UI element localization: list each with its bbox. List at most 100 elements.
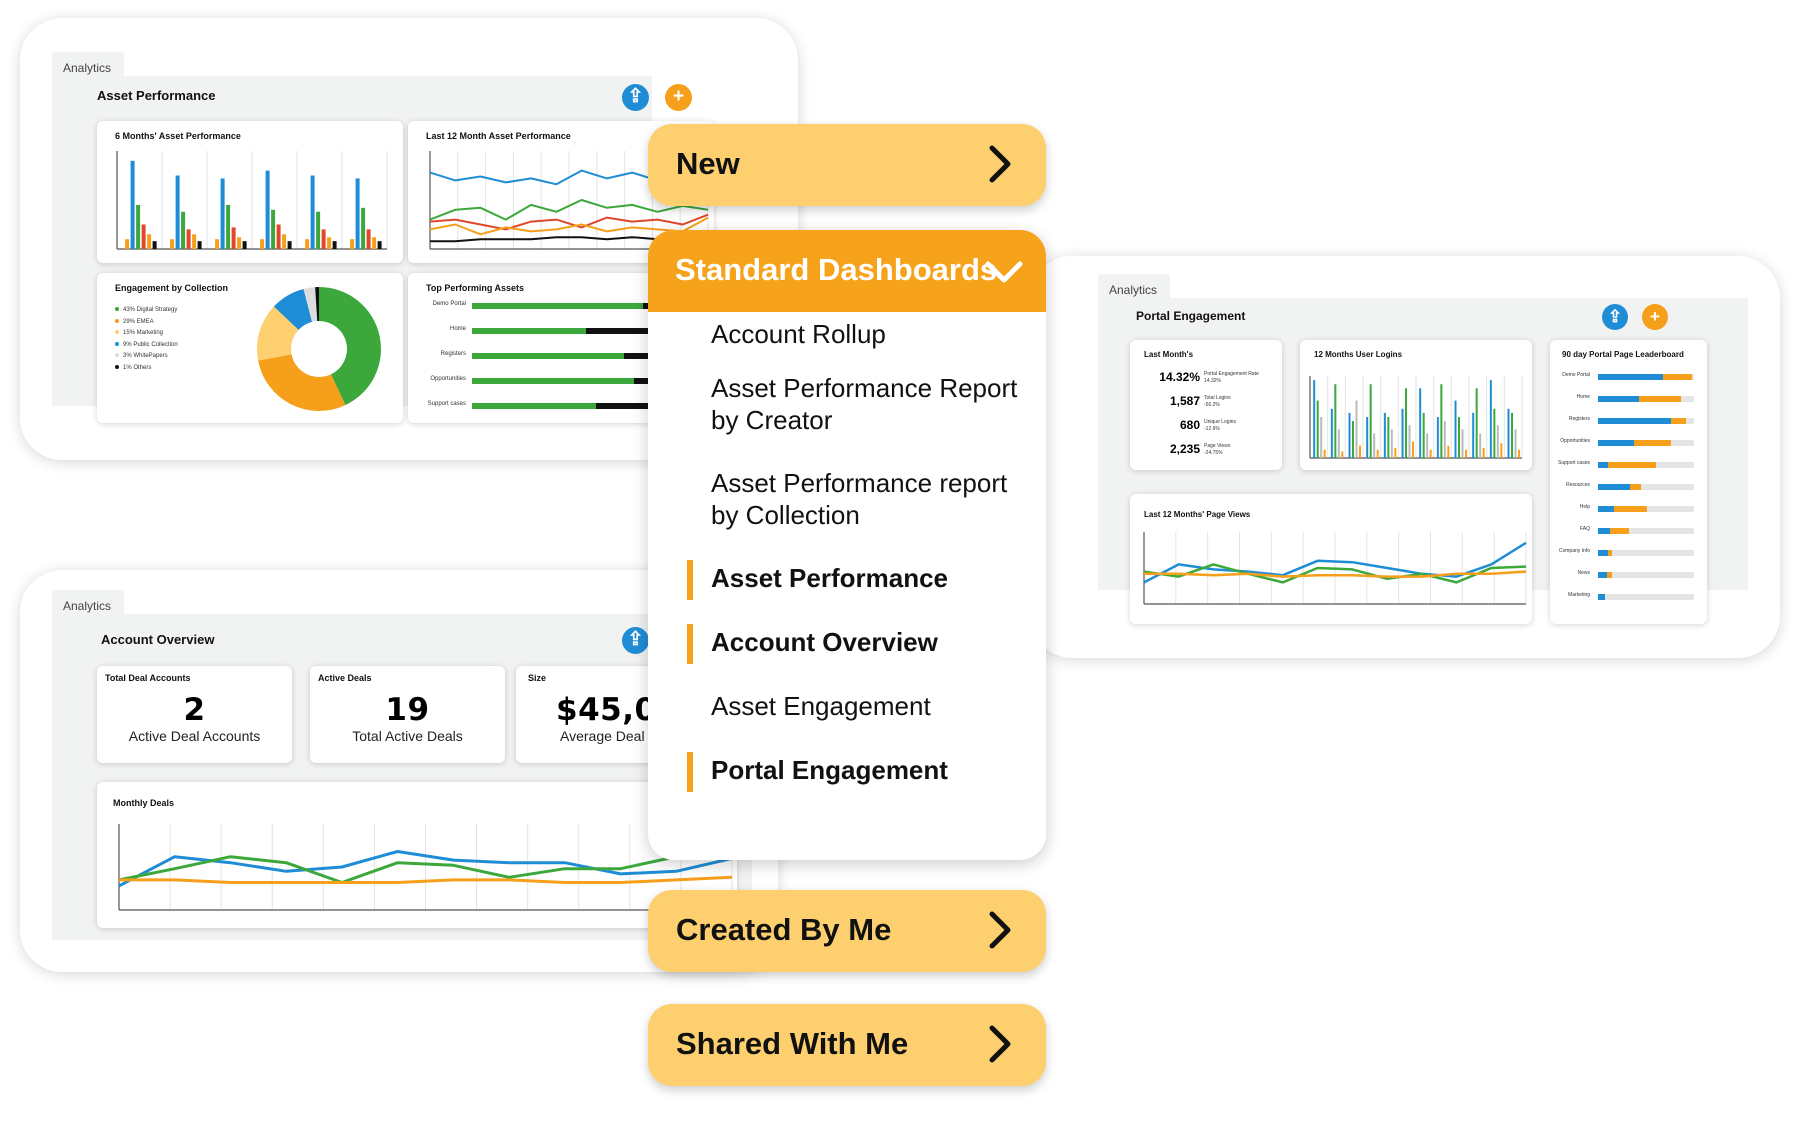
- leaderboard-label: Registers: [1568, 416, 1590, 422]
- dashboard-item-label: Account Rollup: [711, 319, 886, 349]
- legend-swatch: [115, 330, 119, 335]
- bar: [1387, 417, 1390, 458]
- portal-engagement-panel: Analytics Portal Engagement ⇪ + Last Mon…: [1030, 256, 1780, 658]
- leaderboard-orange-fill: [1629, 484, 1642, 490]
- leaderboard-blue-fill: [1598, 440, 1635, 446]
- asset-row-label: Opportunities: [430, 376, 466, 382]
- metric-delta: -24.75%: [1204, 450, 1223, 456]
- bar: [152, 241, 157, 249]
- analytics-tab[interactable]: Analytics: [52, 590, 124, 616]
- dashboard-item[interactable]: Asset Performance report by Collection: [711, 467, 1031, 531]
- bar: [220, 178, 225, 249]
- pie-slice: [273, 288, 313, 330]
- legend-item: 3% WhitePapers: [115, 353, 168, 359]
- metric-delta: 14.32%: [1204, 378, 1221, 384]
- leaderboard-track: [1598, 396, 1694, 402]
- dashboard-item[interactable]: Account Overview: [687, 624, 1031, 664]
- stat-title: Active Deals: [318, 673, 372, 683]
- leaderboard-blue-fill: [1598, 594, 1605, 600]
- share-icon[interactable]: ⇪: [622, 84, 649, 111]
- bar: [1390, 429, 1393, 458]
- leaderboard-orange-fill: [1639, 396, 1681, 402]
- bar: [1383, 412, 1386, 458]
- monthly-deals-card: Monthly Deals: [97, 782, 737, 928]
- bar: [136, 204, 141, 249]
- series-line: [118, 850, 733, 884]
- leaderboard-track: [1598, 550, 1694, 556]
- analytics-tab-label: Analytics: [63, 61, 112, 75]
- leaderboard-orange-fill: [1609, 528, 1629, 534]
- dashboard-item[interactable]: Asset Engagement: [711, 690, 1031, 722]
- standard-dashboards-menu: Standard Dashboards Account Rollup Asset …: [648, 230, 1046, 860]
- page-title: Portal Engagement: [1136, 309, 1246, 323]
- dashboard-item[interactable]: Asset Performance: [687, 560, 1031, 600]
- asset-row-bar: [472, 328, 712, 334]
- bar: [1341, 451, 1344, 458]
- bar: [1507, 408, 1510, 458]
- series-line: [118, 850, 733, 888]
- standard-dashboards-header[interactable]: Standard Dashboards: [648, 230, 1046, 312]
- leaderboard-label: Home: [1576, 394, 1590, 400]
- bar: [1465, 449, 1468, 458]
- bar: [1475, 388, 1478, 458]
- bar: [1426, 433, 1429, 458]
- new-dashboard-button[interactable]: New: [648, 124, 1046, 206]
- shared-with-me-button[interactable]: Shared With Me: [648, 1004, 1046, 1086]
- leaderboard-track: [1598, 440, 1694, 446]
- metric-label-text: Page Views: [1204, 443, 1231, 449]
- bar: [175, 175, 180, 249]
- analytics-tab[interactable]: Analytics: [1098, 274, 1170, 300]
- plus-icon[interactable]: +: [1642, 304, 1668, 330]
- legend-item: 43% Digital Strategy: [115, 307, 177, 313]
- leaderboard-orange-fill: [1614, 506, 1647, 512]
- user-logins-card: 12 Months User Logins: [1300, 340, 1532, 470]
- share-icon[interactable]: ⇪: [622, 627, 649, 654]
- bar: [1352, 421, 1355, 458]
- card-title: Engagement by Collection: [115, 283, 229, 293]
- bar: [197, 241, 202, 249]
- asset-row-bar: [472, 353, 712, 359]
- bar: [1496, 425, 1499, 458]
- leaderboard-orange-fill: [1607, 550, 1613, 556]
- bar: [1366, 417, 1369, 458]
- analytics-tab[interactable]: Analytics: [52, 52, 124, 78]
- dashboard-item[interactable]: Portal Engagement: [687, 752, 1031, 792]
- leaderboard-blue-fill: [1598, 550, 1608, 556]
- stat-card-active-deals: Active Deals 19 Total Active Deals: [310, 666, 505, 763]
- analytics-tab-label: Analytics: [1109, 283, 1158, 297]
- pie-slice: [303, 287, 318, 322]
- created-by-me-button[interactable]: Created By Me: [648, 890, 1046, 972]
- leaderboard-card: 90 day Portal Page Leaderboard Demo Port…: [1550, 340, 1707, 624]
- leaderboard-label: Support cases: [1558, 460, 1590, 466]
- asset-row-label: Support cases: [427, 401, 466, 407]
- bar: [1472, 412, 1475, 458]
- leaderboard-track: [1598, 506, 1694, 512]
- bar: [377, 241, 382, 249]
- stat-value: 19: [385, 692, 430, 728]
- six-months-bar-chart: [116, 151, 388, 250]
- legend-item: 15% Marketing: [115, 330, 163, 336]
- metric-value: 1,587: [1169, 394, 1200, 408]
- page-views-card: Last 12 Months' Page Views: [1130, 494, 1532, 624]
- metric-label: Total Logins -50.2%: [1204, 395, 1231, 409]
- plus-icon[interactable]: +: [665, 84, 692, 111]
- dashboard-item-label: Asset Performance Report by Creator: [711, 373, 1018, 435]
- share-icon[interactable]: ⇪: [1602, 304, 1628, 330]
- bar: [1500, 443, 1503, 458]
- legend-swatch: [115, 307, 119, 312]
- created-by-me-label: Created By Me: [676, 912, 892, 947]
- leaderboard-blue-fill: [1598, 484, 1630, 490]
- account-overview-panel: Analytics Account Overview ⇪ Total Deal …: [20, 570, 778, 972]
- dashboard-item[interactable]: Asset Performance Report by Creator: [711, 372, 1031, 436]
- legend-item: 1% Others: [115, 365, 151, 371]
- active-indicator: [687, 560, 693, 600]
- leaderboard-blue-fill: [1598, 396, 1640, 402]
- asset-row-bar: [472, 403, 712, 409]
- chevron-right-icon: [989, 1025, 1011, 1063]
- bar: [1376, 449, 1379, 458]
- dashboard-item[interactable]: Account Rollup: [711, 318, 1031, 350]
- last-month-card: Last Month's 14.32% Portal Engagement Rat…: [1130, 340, 1282, 470]
- metric-value: 2,235: [1169, 442, 1200, 456]
- leaderboard-blue-fill: [1598, 572, 1607, 578]
- dashboard-item-label: Account Overview: [711, 627, 938, 657]
